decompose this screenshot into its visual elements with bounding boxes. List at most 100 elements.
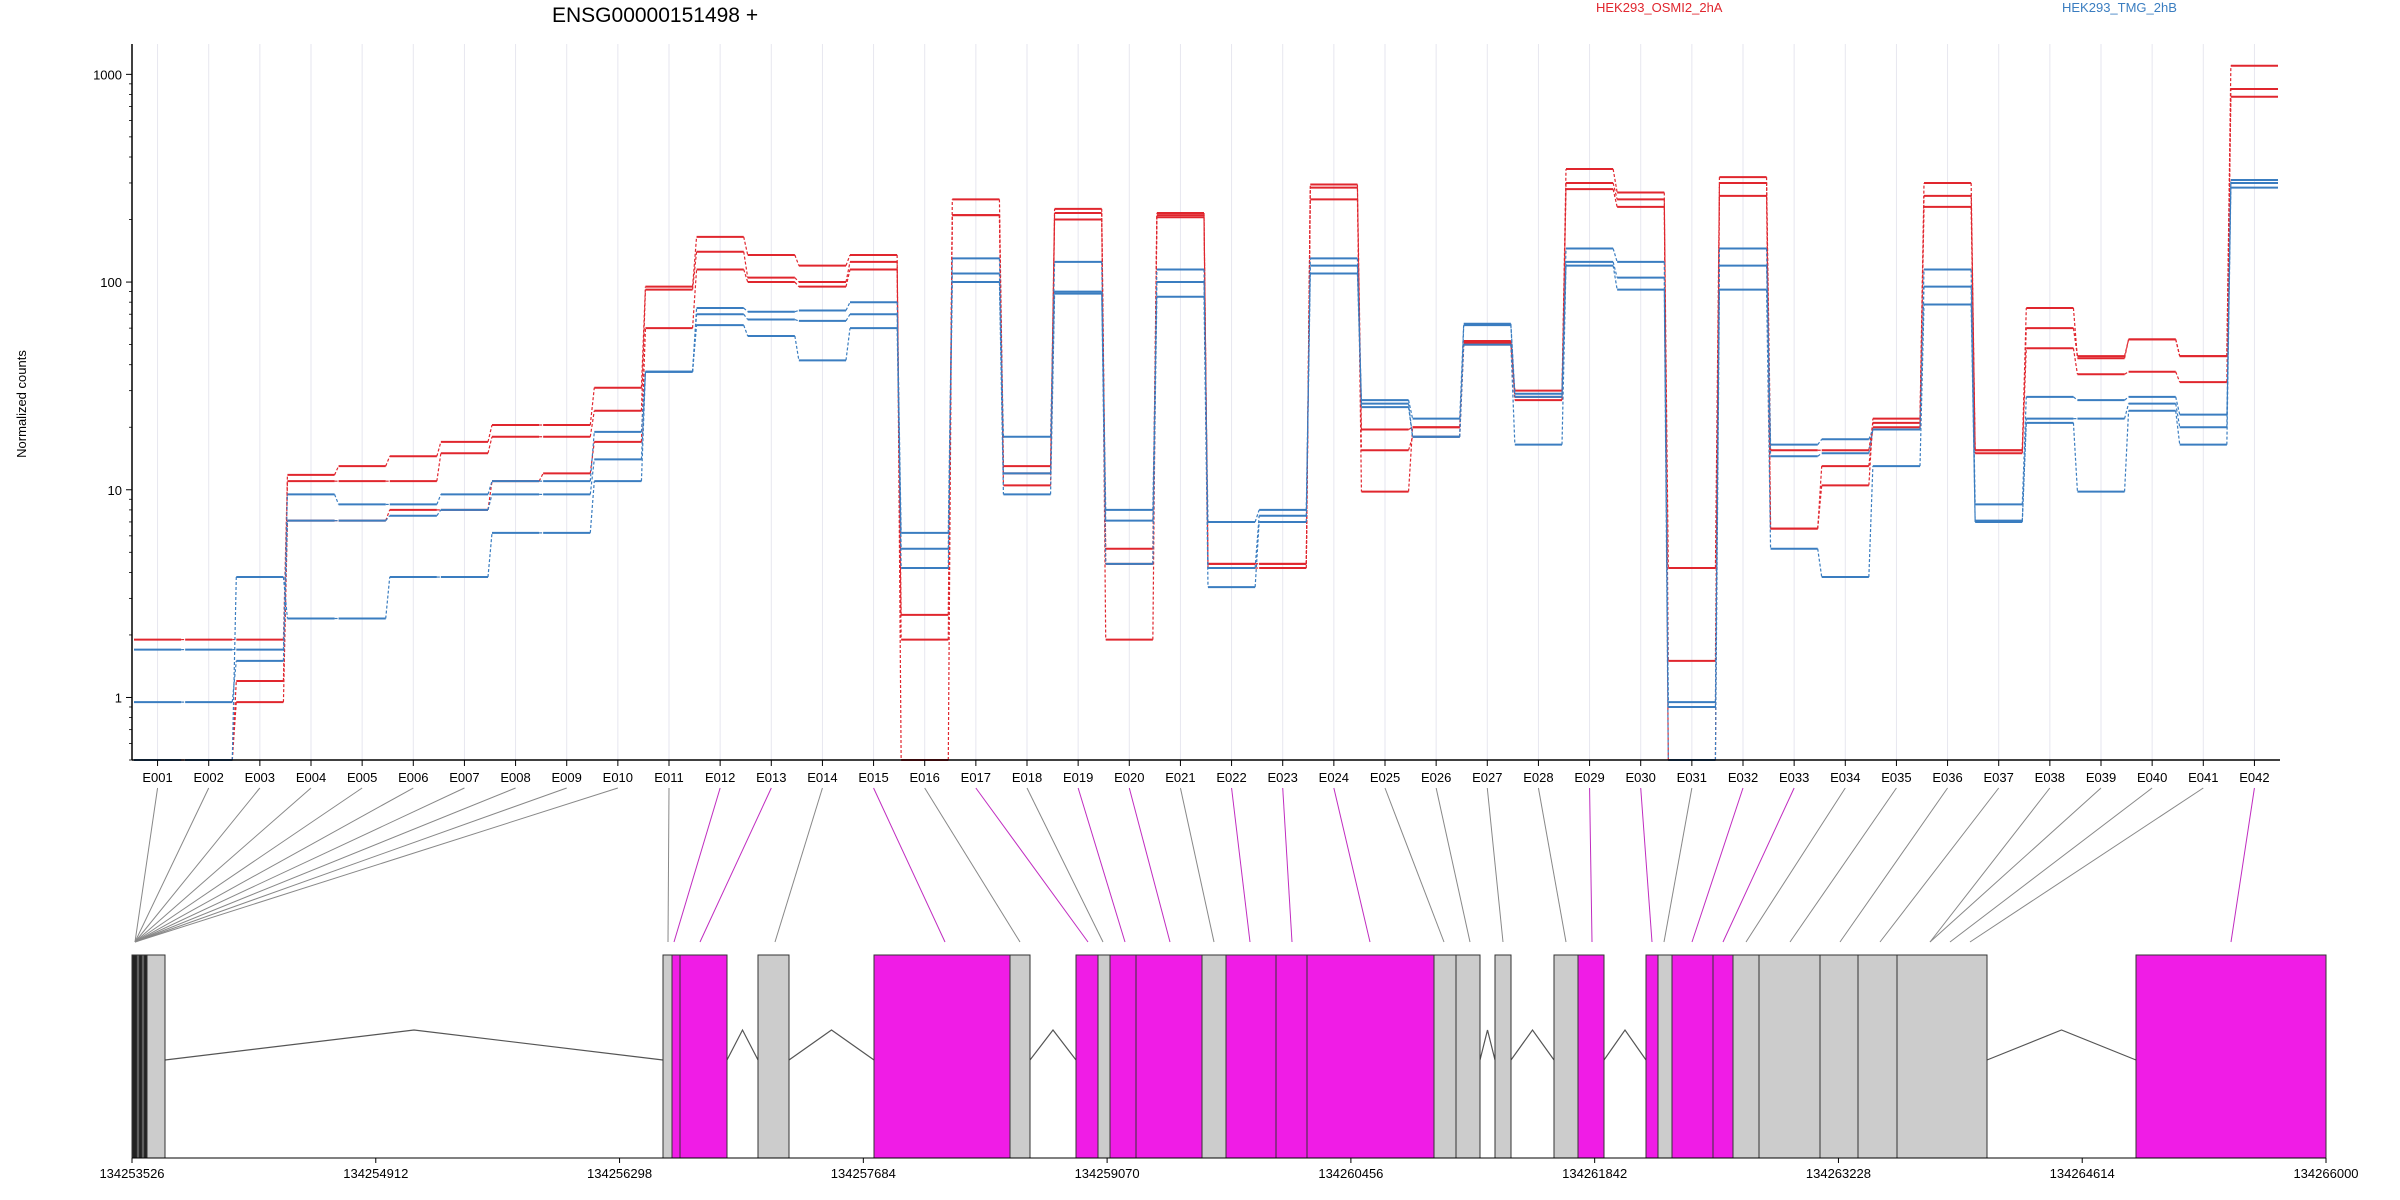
step-connector xyxy=(2175,410,2181,445)
exon-block xyxy=(146,954,166,1159)
step-connector xyxy=(1203,282,1209,569)
exon-connector xyxy=(1435,787,1471,943)
coordinate-tick-label: 134266000 xyxy=(2293,1166,2358,1181)
x-tick-label: E012 xyxy=(705,770,735,785)
step-connector xyxy=(589,481,595,533)
exon-connector xyxy=(673,787,721,943)
coordinate-tick-label: 134257684 xyxy=(831,1166,896,1181)
exon-connector xyxy=(1691,787,1744,943)
exon-connector xyxy=(1537,787,1567,943)
exon-block xyxy=(1758,954,1821,1159)
x-tick-label: E015 xyxy=(858,770,888,785)
step-connector xyxy=(1970,182,1976,451)
step-connector xyxy=(640,286,647,388)
step-connector xyxy=(282,576,289,619)
exon-connector xyxy=(134,787,159,943)
step-connector xyxy=(2021,396,2027,505)
step-connector xyxy=(794,281,800,288)
step-connector xyxy=(845,261,851,283)
intron-line xyxy=(788,1029,875,1061)
exon-connector xyxy=(134,787,567,943)
step-connector xyxy=(794,318,800,322)
step-connector xyxy=(998,282,1005,495)
x-tick-label: E035 xyxy=(1881,770,1911,785)
coordinate-tick-label: 134253526 xyxy=(99,1166,164,1181)
step-connector xyxy=(1408,426,1413,431)
step-connector xyxy=(1049,219,1056,486)
exon-connector xyxy=(1745,787,1846,943)
step-connector xyxy=(2021,348,2027,454)
exon-block xyxy=(1097,954,1111,1159)
step-connector xyxy=(794,335,800,361)
x-tick-label: E041 xyxy=(2188,770,2218,785)
exon-block xyxy=(757,954,790,1159)
step-connector xyxy=(1919,286,1925,430)
exon-block xyxy=(1896,954,1988,1159)
coordinate-tick-label: 134264614 xyxy=(2050,1166,2115,1181)
x-tick-label: E007 xyxy=(449,770,479,785)
step-connector xyxy=(794,309,800,313)
step-connector xyxy=(2072,348,2079,375)
step-connector xyxy=(385,576,391,619)
step-connector xyxy=(1970,206,1976,454)
step-connector xyxy=(589,387,595,426)
step-connector xyxy=(1254,521,1260,588)
step-connector xyxy=(436,441,442,457)
exon-connector xyxy=(1589,787,1593,943)
step-connector xyxy=(2123,410,2130,492)
step-connector xyxy=(487,532,493,578)
step-connector xyxy=(2226,96,2232,383)
step-connector xyxy=(2123,339,2130,357)
step-connector xyxy=(487,494,493,511)
intron-line xyxy=(1603,1028,1647,1061)
step-connector xyxy=(487,481,493,510)
step-connector xyxy=(2123,403,2130,419)
exon-connector xyxy=(134,787,261,943)
step-connector xyxy=(743,251,749,278)
exon-block xyxy=(1306,954,1435,1159)
exon-connector xyxy=(924,787,1021,943)
step-connector xyxy=(896,254,902,761)
step-connector xyxy=(1049,261,1056,437)
x-tick-label: E019 xyxy=(1063,770,1093,785)
step-connector xyxy=(1714,289,1721,761)
step-connector xyxy=(1356,273,1363,408)
step-connector xyxy=(2072,328,2079,357)
intron-line xyxy=(1986,1029,2137,1061)
step-connector xyxy=(1765,289,1772,549)
step-connector xyxy=(487,480,493,495)
exon-connector xyxy=(1929,787,2051,943)
gene-model: 134253526 134254912 134256298 134257684 1342… xyxy=(99,954,2359,1181)
coordinate-tick-label: 134263228 xyxy=(1806,1166,1871,1181)
exon-block xyxy=(1494,954,1512,1159)
step-connector xyxy=(487,436,493,454)
exon-connector xyxy=(1663,787,1693,943)
exon-connector xyxy=(2230,787,2255,943)
coordinate-tick-label: 134259070 xyxy=(1075,1166,1140,1181)
exon-block xyxy=(1433,954,1457,1159)
x-tick-label: E024 xyxy=(1319,770,1349,785)
exon-connector xyxy=(1231,787,1251,943)
step-connector xyxy=(231,680,237,761)
exon-connector xyxy=(873,787,946,943)
step-connector xyxy=(589,410,595,437)
step-connector xyxy=(538,473,544,482)
x-tick-label: E031 xyxy=(1677,770,1707,785)
step-connector xyxy=(845,301,851,311)
exon-connector xyxy=(1384,787,1445,943)
step-connector xyxy=(1612,189,1618,208)
step-connector xyxy=(691,236,698,287)
step-connector xyxy=(1817,548,1823,578)
x-tick-label: E010 xyxy=(603,770,633,785)
x-tick-label: E021 xyxy=(1165,770,1195,785)
x-tick-label: E028 xyxy=(1523,770,1553,785)
step-connector xyxy=(1970,304,1976,522)
x-tick-label: E011 xyxy=(654,770,683,785)
step-connector xyxy=(1407,400,1414,419)
x-tick-label: E014 xyxy=(807,770,837,785)
x-tick-label: E036 xyxy=(1932,770,1962,785)
x-tick-label: E042 xyxy=(2239,770,2269,785)
step-connector xyxy=(2073,396,2078,401)
exon-block xyxy=(1135,954,1203,1159)
step-connector xyxy=(1101,293,1107,564)
